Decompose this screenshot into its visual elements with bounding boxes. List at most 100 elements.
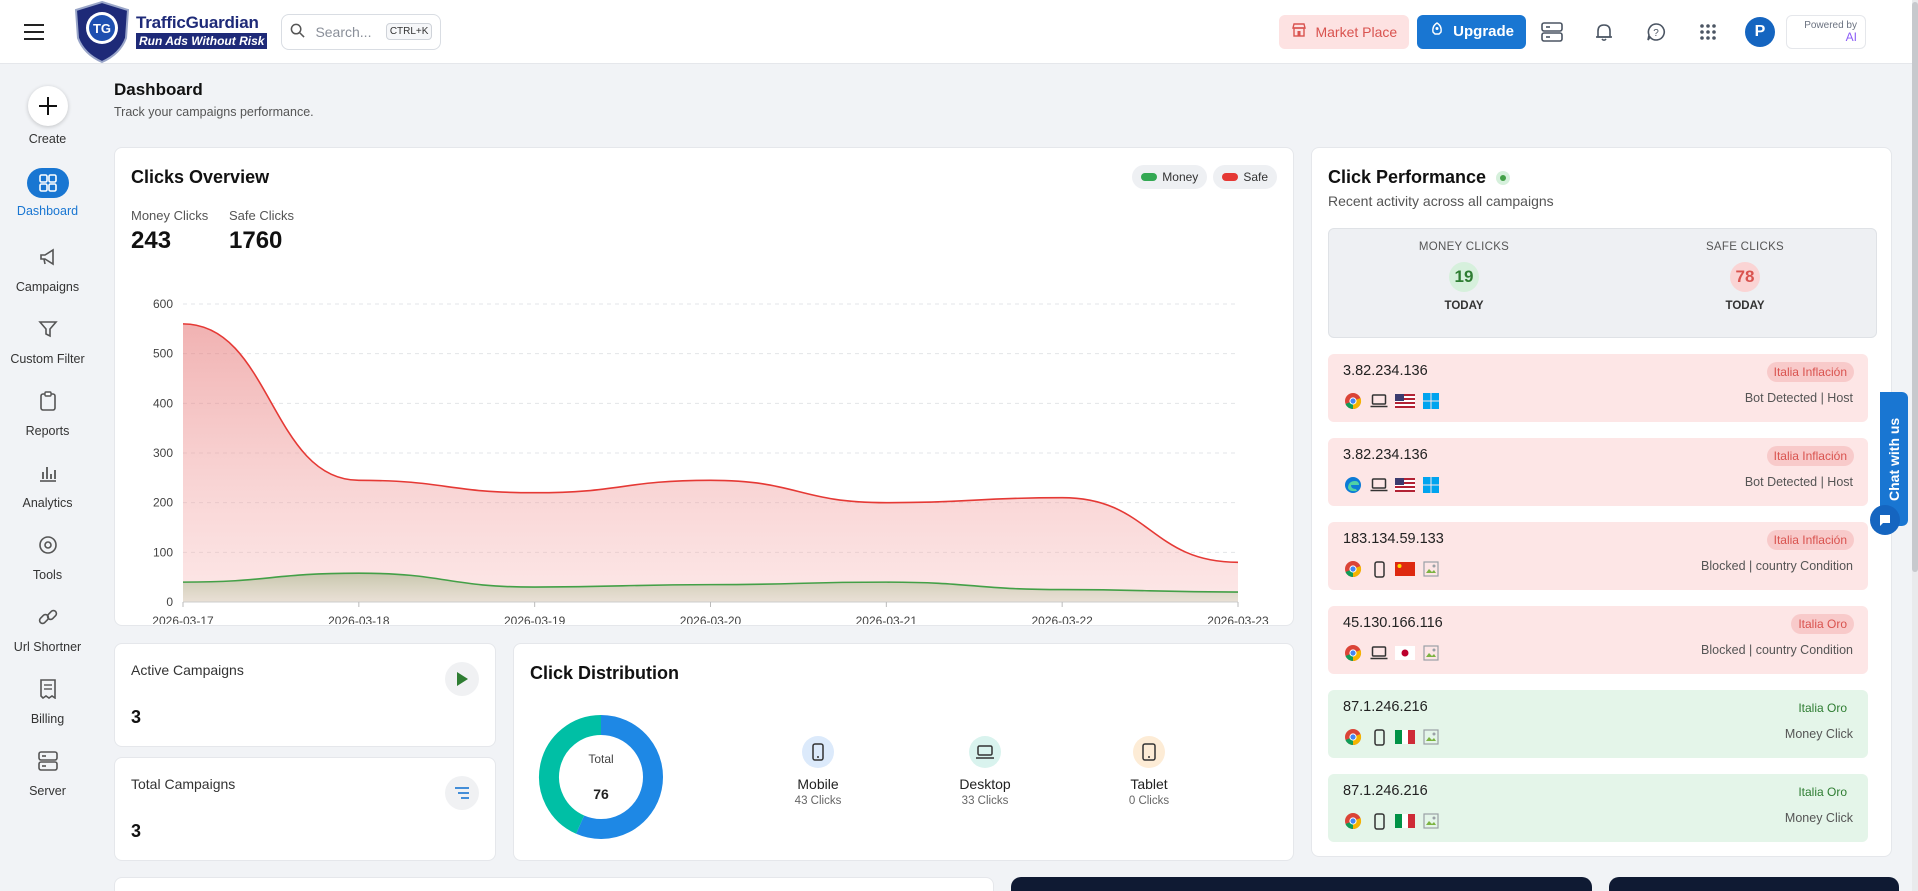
- sidebar-item-campaigns[interactable]: Campaigns: [0, 240, 95, 294]
- activity-item[interactable]: 3.82.234.136 Italia Inflación Bot Detected…: [1328, 438, 1868, 506]
- megaphone-icon: [28, 240, 68, 274]
- bottom-card-dark: [1011, 877, 1592, 891]
- campaign-badge: Italia Inflación: [1766, 446, 1854, 466]
- page-scrollbar[interactable]: [1912, 0, 1918, 891]
- mobile-icon: [1369, 728, 1389, 746]
- mobile-icon: [802, 736, 834, 768]
- dashboard-grid-icon: [26, 168, 69, 198]
- device-mobile: Mobile 43 Clicks: [763, 736, 873, 807]
- legend-label: Safe: [1243, 170, 1268, 184]
- sidebar-item-label: Dashboard: [16, 204, 79, 218]
- chrome-icon: [1343, 392, 1363, 410]
- bell-icon[interactable]: [1578, 22, 1630, 42]
- marketplace-label: Market Place: [1315, 23, 1398, 40]
- total-campaigns-card[interactable]: Total Campaigns 3: [114, 757, 496, 861]
- activity-item[interactable]: 3.82.234.136 Italia Inflación Bot Detected…: [1328, 354, 1868, 422]
- visitor-icons: [1343, 392, 1441, 410]
- legend-money[interactable]: Money: [1132, 165, 1208, 189]
- server-icon[interactable]: [1526, 21, 1578, 42]
- activity-item[interactable]: 87.1.246.216 Italia Oro Money Click: [1328, 690, 1868, 758]
- menu-icon[interactable]: [0, 23, 70, 41]
- top-bar: TG TrafficGuardian Run Ads Without Risk …: [0, 0, 1918, 64]
- sidebar-item-server[interactable]: Server: [0, 744, 95, 798]
- y-tick-label: 200: [153, 496, 173, 510]
- sidebar-item-label: Server: [29, 784, 66, 798]
- sidebar-item-billing[interactable]: Billing: [0, 672, 95, 726]
- device-desktop: Desktop 33 Clicks: [930, 736, 1040, 807]
- activity-item[interactable]: 183.134.59.133 Italia Inflación Blocked | …: [1328, 522, 1868, 590]
- device-count: 0 Clicks: [1128, 795, 1170, 807]
- powered-by-label: Powered by: [1804, 19, 1857, 31]
- scrollbar-thumb[interactable]: [1912, 2, 1918, 572]
- sidebar-item-dashboard[interactable]: Dashboard: [0, 168, 95, 218]
- marketplace-button[interactable]: Market Place: [1279, 14, 1410, 49]
- powered-by-ai-badge[interactable]: Powered by AI: [1786, 14, 1866, 49]
- apps-grid-icon[interactable]: [1682, 23, 1734, 41]
- x-tick-label: 2026-03-19: [504, 614, 566, 624]
- legend-label: Money: [1162, 170, 1199, 184]
- avatar[interactable]: P: [1745, 16, 1775, 47]
- money-clicks-value: 243: [131, 227, 172, 254]
- logo[interactable]: TG TrafficGuardian Run Ads Without Risk: [70, 0, 268, 64]
- click-distribution-title: Click Distribution: [530, 663, 680, 683]
- activity-item[interactable]: 87.1.246.216 Italia Oro Money Click: [1328, 774, 1868, 842]
- search-input[interactable]: Search... CTRL+K: [281, 13, 442, 50]
- safe-clicks-stat: Safe Clicks 1760: [229, 208, 294, 255]
- device-name: Desktop: [959, 776, 1011, 792]
- active-campaigns-label: Active Campaigns: [131, 662, 244, 678]
- donut-mobile-segment[interactable]: [576, 715, 663, 839]
- device-tablet: Tablet 0 Clicks: [1094, 736, 1204, 807]
- play-icon[interactable]: [445, 662, 479, 696]
- sidebar-item-analytics[interactable]: Analytics: [0, 456, 95, 510]
- edge-icon: [1343, 476, 1363, 494]
- campaign-badge: Italia Oro: [1791, 614, 1854, 634]
- filter-icon: [28, 312, 68, 346]
- activity-status: Money Click: [1784, 811, 1853, 825]
- safe-clicks-today-label: SAFE CLICKS: [1705, 241, 1785, 253]
- clicks-overview-title: Clicks Overview: [131, 167, 270, 187]
- legend-safe[interactable]: Safe: [1213, 165, 1277, 189]
- money-clicks-today-period: TODAY: [1444, 300, 1484, 312]
- us-flag-icon: [1395, 476, 1415, 494]
- visitor-icons: [1343, 728, 1441, 746]
- sidebar-item-create[interactable]: Create: [0, 86, 95, 146]
- tablet-icon: [1133, 736, 1165, 768]
- donut-desktop-segment[interactable]: [539, 715, 602, 834]
- logo-monogram: TG: [93, 21, 111, 36]
- clicks-area-chart: 0 100 200 300 400 500 600 2026-03-17 2026-03-18 2…: [152, 297, 1269, 624]
- chrome-icon: [1343, 560, 1363, 578]
- cn-flag-icon: [1395, 560, 1415, 578]
- upgrade-button[interactable]: Upgrade: [1417, 14, 1526, 49]
- sidebar-item-url-shortner[interactable]: Url Shortner: [0, 600, 95, 654]
- upgrade-label: Upgrade: [1453, 23, 1514, 40]
- y-tick-label: 400: [153, 396, 173, 410]
- chart-legend: Money Safe: [1132, 165, 1277, 189]
- safe-clicks-today-period: TODAY: [1725, 300, 1765, 312]
- page-subtitle: Track your campaigns performance.: [114, 105, 314, 119]
- legend-swatch: [1222, 173, 1239, 181]
- x-tick-label: 2026-03-21: [856, 614, 918, 624]
- activity-status: Bot Detected | Host: [1744, 475, 1853, 489]
- donut-total-label: Total: [588, 752, 614, 766]
- laptop-icon: [1369, 392, 1389, 410]
- page-title: Dashboard: [114, 80, 203, 99]
- money-clicks-today: MONEY CLICKS 19 TODAY: [1364, 241, 1564, 312]
- activity-item[interactable]: 45.130.166.116 Italia Oro Blocked | countr…: [1328, 606, 1868, 674]
- y-tick-label: 300: [153, 446, 173, 460]
- active-campaigns-card[interactable]: Active Campaigns 3: [114, 643, 496, 747]
- store-icon: [1291, 22, 1307, 41]
- device-count: 43 Clicks: [794, 795, 842, 807]
- device-name: Mobile: [797, 776, 839, 792]
- sidebar-item-custom-filter[interactable]: Custom Filter: [0, 312, 95, 366]
- chat-bubble-icon[interactable]: [1870, 505, 1900, 535]
- safe-clicks-today: SAFE CLICKS 78 TODAY: [1645, 241, 1845, 312]
- sidebar-item-reports[interactable]: Reports: [0, 384, 95, 438]
- brand-name: TrafficGuardian: [136, 13, 259, 32]
- sidebar-item-tools[interactable]: Tools: [0, 528, 95, 582]
- activity-ip: 3.82.234.136: [1343, 363, 1428, 379]
- sidebar: Create Dashboard Campaigns Custom Filter…: [0, 64, 95, 891]
- jp-flag-icon: [1395, 644, 1415, 662]
- help-chat-icon[interactable]: ?: [1630, 22, 1682, 42]
- list-sort-icon[interactable]: [445, 776, 479, 810]
- money-clicks-today-value: 19: [1449, 262, 1479, 292]
